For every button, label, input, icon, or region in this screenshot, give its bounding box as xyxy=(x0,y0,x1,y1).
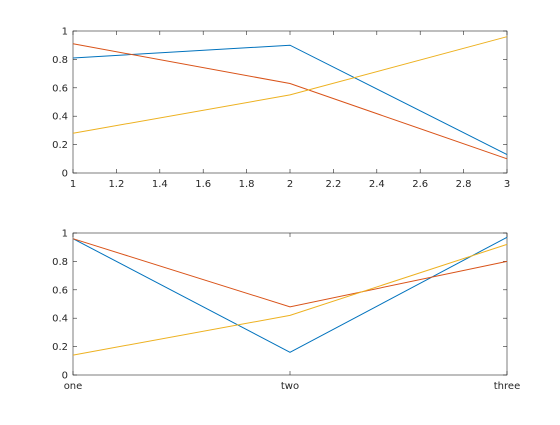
x-tick-label: 1.4 xyxy=(152,179,168,190)
series-line-3 xyxy=(72,36,508,134)
x-tick-label: two xyxy=(281,381,299,392)
y-tick-label: 0.2 xyxy=(52,342,68,353)
y-tick-label: 1 xyxy=(62,229,68,240)
y-tick-label: 0 xyxy=(62,169,68,180)
y-tick-label: 1 xyxy=(62,27,68,38)
series-line-1 xyxy=(72,236,508,353)
axes-frame xyxy=(72,30,508,174)
x-tick-label: 2.2 xyxy=(325,179,341,190)
axes-frame xyxy=(72,232,508,376)
series-line-3 xyxy=(72,243,508,356)
y-tick-label: 0 xyxy=(62,371,68,382)
y-tick-label: 0.8 xyxy=(52,257,68,268)
x-tick-label: three xyxy=(494,381,520,392)
axes-1: 0 0.2 0.4 0.6 0.8 1 1 1.2 1.4 1.6 1.8 2 2.2 2.4 2.6 2.8… xyxy=(52,27,510,191)
x-tick-label: 1 xyxy=(70,179,76,190)
x-tick-label: 2 xyxy=(287,179,293,190)
x-tick-label: 2.8 xyxy=(456,179,472,190)
x-tick-label: 2.4 xyxy=(369,179,385,190)
y-tick-label: 0.8 xyxy=(52,55,68,66)
axes-2: 0 0.2 0.4 0.6 0.8 1 one two three xyxy=(52,229,520,393)
y-tick-label: 0.2 xyxy=(52,140,68,151)
x-tick-label: 2.6 xyxy=(412,179,428,190)
x-tick-label: 1.2 xyxy=(108,179,124,190)
series-line-1 xyxy=(72,44,508,155)
y-tick-label: 0.4 xyxy=(52,314,68,325)
x-tick-label: 1.8 xyxy=(239,179,255,190)
x-tick-label: 1.6 xyxy=(195,179,211,190)
y-tick-label: 0.6 xyxy=(52,285,68,296)
x-tick-label: one xyxy=(64,381,83,392)
y-tick-label: 0.4 xyxy=(52,112,68,123)
series-line-2 xyxy=(72,43,508,160)
y-tick-label: 0.6 xyxy=(52,83,68,94)
x-tick-label: 3 xyxy=(504,179,510,190)
series-line-2 xyxy=(72,238,508,308)
